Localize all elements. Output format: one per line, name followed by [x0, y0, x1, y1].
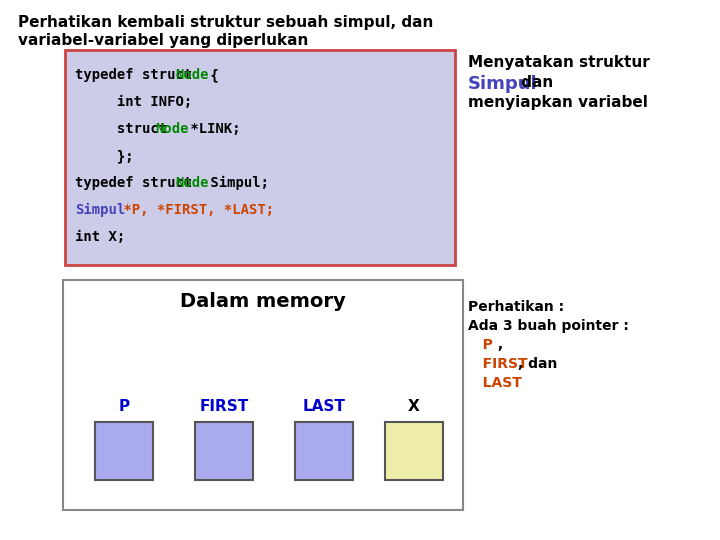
Text: *LINK;: *LINK;	[182, 122, 240, 136]
Text: Menyatakan struktur: Menyatakan struktur	[468, 55, 649, 70]
Text: FIRST: FIRST	[468, 357, 528, 371]
Text: ,: ,	[492, 338, 503, 352]
Text: int X;: int X;	[75, 230, 125, 244]
Text: FIRST: FIRST	[199, 399, 248, 414]
Text: int INFO;: int INFO;	[75, 95, 192, 109]
Text: typedef struct: typedef struct	[75, 176, 201, 190]
Text: P: P	[118, 399, 130, 414]
Text: menyiapkan variabel: menyiapkan variabel	[468, 95, 648, 110]
Text: LAST: LAST	[468, 376, 522, 390]
Text: LAST: LAST	[302, 399, 346, 414]
FancyBboxPatch shape	[63, 280, 463, 510]
Text: Ada 3 buah pointer :: Ada 3 buah pointer :	[468, 319, 629, 333]
FancyBboxPatch shape	[195, 422, 253, 480]
Text: Node: Node	[176, 176, 209, 190]
Text: X: X	[408, 399, 420, 414]
Text: struct: struct	[75, 122, 176, 136]
Text: Perhatikan :: Perhatikan :	[468, 300, 564, 314]
FancyBboxPatch shape	[95, 422, 153, 480]
Text: Simpul: Simpul	[75, 203, 125, 217]
Text: P: P	[468, 338, 493, 352]
Text: *P, *FIRST, *LAST;: *P, *FIRST, *LAST;	[115, 203, 274, 217]
Text: };: };	[75, 149, 134, 163]
FancyBboxPatch shape	[295, 422, 353, 480]
Text: Node: Node	[156, 122, 189, 136]
FancyBboxPatch shape	[65, 50, 455, 265]
Text: Node: Node	[176, 68, 209, 82]
Text: dan: dan	[516, 75, 554, 90]
Text: , dan: , dan	[518, 357, 557, 371]
Text: typedef struct: typedef struct	[75, 68, 201, 82]
Text: Dalam memory: Dalam memory	[180, 292, 346, 311]
FancyBboxPatch shape	[385, 422, 443, 480]
Text: Simpul: Simpul	[468, 75, 538, 93]
Text: Simpul;: Simpul;	[202, 176, 269, 190]
Text: {: {	[202, 68, 219, 82]
Text: Perhatikan kembali struktur sebuah simpul, dan: Perhatikan kembali struktur sebuah simpu…	[18, 15, 433, 30]
Text: variabel-variabel yang diperlukan: variabel-variabel yang diperlukan	[18, 33, 308, 48]
